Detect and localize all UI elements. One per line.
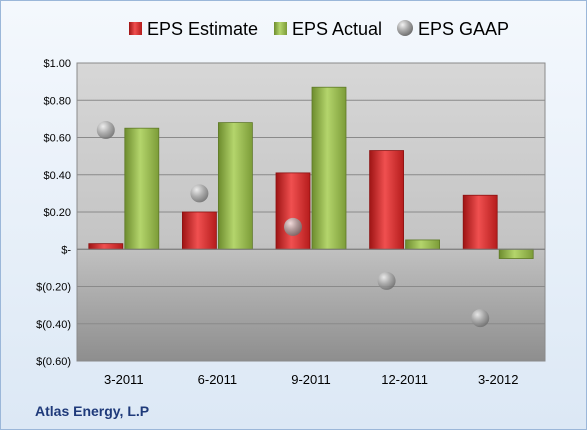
- gaap-points: [96, 121, 490, 328]
- legend-item-estimate: EPS Estimate: [129, 19, 258, 39]
- y-tick-label: $0.60: [43, 133, 71, 145]
- estimate-bar: [275, 172, 311, 250]
- actual-bar: [311, 86, 347, 250]
- x-axis-labels: 3-2011 6-2011 9-2011 12-2011 3-2012: [104, 372, 518, 387]
- gaap-point: [471, 309, 490, 328]
- legend-swatch-actual: [274, 22, 287, 35]
- estimate-bar: [462, 194, 498, 250]
- gaap-point: [377, 271, 396, 290]
- x-tick-label: 6-2011: [198, 372, 238, 387]
- actual-bar: [217, 122, 253, 250]
- y-tick-label: $(0.40): [36, 319, 71, 331]
- x-tick-label: 12-2011: [381, 372, 428, 387]
- legend-swatch-estimate: [129, 22, 142, 35]
- y-axis-ticks: $1.00 $0.80 $0.60 $0.40 $0.20 $- $(0.20) $(0.40…: [36, 58, 71, 368]
- estimate-bar: [181, 211, 217, 250]
- bars: [77, 86, 545, 259]
- x-tick-label: 9-2011: [291, 372, 331, 387]
- estimate-bar: [88, 243, 124, 250]
- actual-bar: [498, 248, 534, 259]
- legend-item-actual: EPS Actual: [274, 19, 382, 39]
- y-tick-label: $0.40: [43, 170, 71, 182]
- legend-item-gaap: EPS GAAP: [397, 19, 509, 39]
- legend-label-gaap: EPS GAAP: [418, 19, 509, 39]
- actual-bar: [124, 127, 160, 250]
- legend-label-estimate: EPS Estimate: [147, 19, 258, 39]
- gaap-point: [96, 121, 115, 140]
- legend-label-actual: EPS Actual: [292, 19, 382, 39]
- y-tick-label: $-: [61, 244, 71, 256]
- y-tick-label: $(0.60): [36, 356, 71, 368]
- y-tick-label: $1.00: [43, 58, 71, 70]
- x-tick-label: 3-2011: [104, 372, 144, 387]
- legend-marker-gaap: [397, 20, 413, 36]
- x-tick-label: 3-2012: [478, 372, 518, 387]
- y-tick-label: $0.80: [43, 95, 71, 107]
- company-name: Atlas Energy, L.P: [35, 403, 150, 419]
- actual-bar: [405, 239, 441, 250]
- y-tick-label: $0.20: [43, 207, 71, 219]
- y-tick-label: $(0.20): [36, 282, 71, 294]
- gaap-point: [190, 184, 209, 203]
- legend: EPS Estimate EPS Actual EPS GAAP: [129, 19, 509, 39]
- estimate-bar: [369, 150, 405, 250]
- gaap-point: [284, 217, 302, 236]
